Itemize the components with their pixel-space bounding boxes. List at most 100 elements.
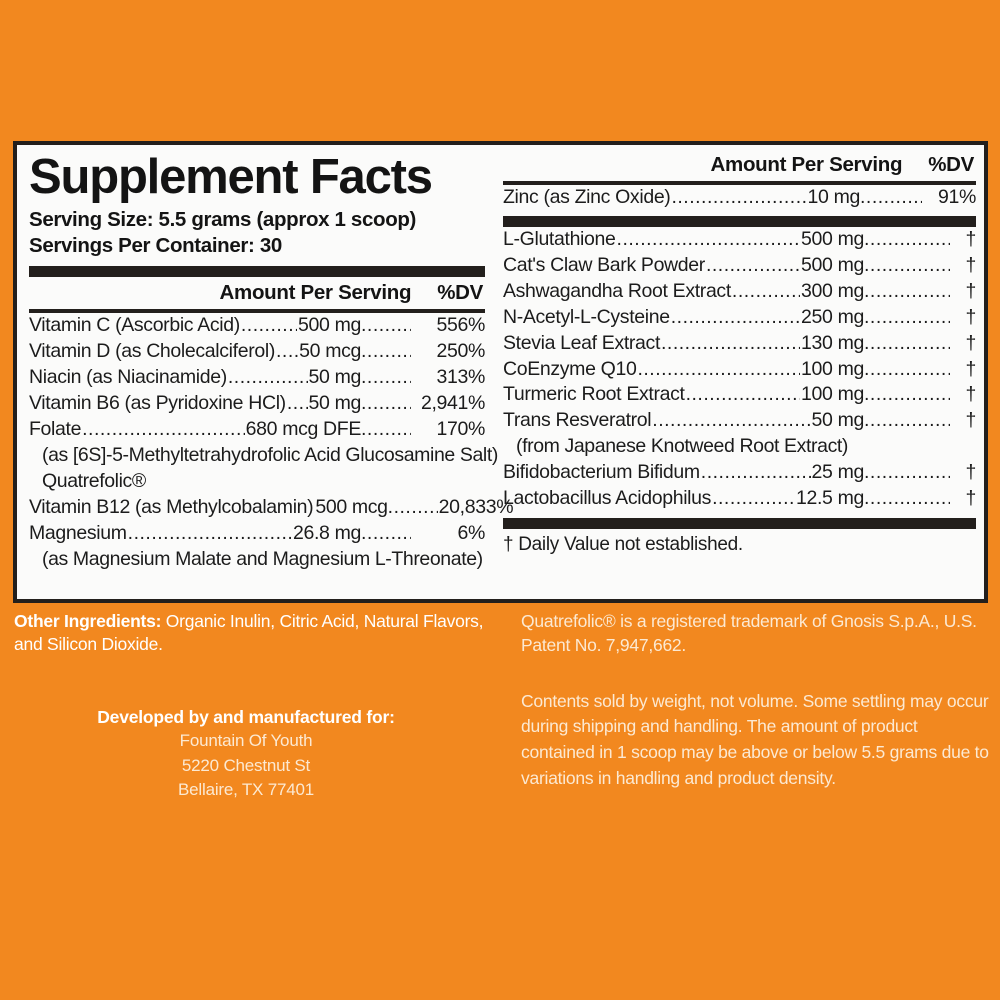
facts-right-column: Amount Per Serving %DV Zinc (as Zinc Oxi… bbox=[493, 151, 976, 595]
nutrient-row: Vitamin B6 (as Pyridoxine HCl)..........… bbox=[29, 391, 485, 417]
nutrient-subtext: Quatrefolic® bbox=[42, 469, 146, 492]
nutrient-name: L-Glutathione bbox=[503, 227, 616, 250]
nutrient-name: Folate bbox=[29, 418, 82, 441]
nutrient-row: Ashwagandha Root Extract................… bbox=[503, 279, 976, 305]
leader-dots-secondary: .............................. bbox=[864, 357, 950, 380]
other-ingredients: Other Ingredients: Organic Inulin, Citri… bbox=[14, 610, 506, 657]
leader-dots: ........................................… bbox=[670, 305, 801, 328]
nutrient-daily-value: 6% bbox=[457, 521, 486, 544]
nutrient-row: Bifidobacterium Bifidum.................… bbox=[503, 460, 976, 486]
leader-dots-secondary: .............................. bbox=[387, 495, 438, 518]
nutrient-row: CoEnzyme Q10............................… bbox=[503, 357, 976, 383]
left-header-dv: %DV bbox=[437, 281, 483, 305]
nutrient-subtext: (from Japanese Knotweed Root Extract) bbox=[516, 435, 849, 458]
leader-dots: ........................................… bbox=[671, 186, 806, 208]
daily-value-footnote: † Daily Value not established. bbox=[503, 534, 743, 556]
nutrient-row: Folate..................................… bbox=[29, 417, 485, 443]
leader-dots-secondary: .............................. bbox=[860, 186, 922, 208]
nutrient-daily-value: † bbox=[965, 253, 977, 276]
footer-right: Quatrefolic® is a registered trademark o… bbox=[512, 610, 1000, 810]
nutrient-daily-value: † bbox=[965, 331, 977, 354]
nutrient-amount: 250 mg bbox=[801, 305, 864, 328]
nutrient-name: Lactobacillus Acidophilus bbox=[503, 487, 712, 510]
nutrient-amount: 50 mcg bbox=[299, 340, 361, 363]
nutrient-daily-value: † bbox=[965, 487, 977, 510]
nutrient-amount: 680 mcg DFE bbox=[245, 418, 362, 441]
nutrient-daily-value: 250% bbox=[436, 340, 486, 363]
leader-dots: ........................................… bbox=[731, 279, 800, 302]
nutrient-subtext: (as Magnesium Malate and Magnesium L-Thr… bbox=[42, 547, 483, 570]
nutrient-daily-value: † bbox=[965, 357, 977, 380]
nutrient-name: Vitamin C (Ascorbic Acid) bbox=[29, 314, 240, 337]
contents-notice: Contents sold by weight, not volume. Som… bbox=[521, 690, 989, 788]
serving-size: Serving Size: 5.5 grams (approx 1 scoop) bbox=[29, 207, 417, 231]
nutrient-row: Trans Resveratrol.......................… bbox=[503, 408, 976, 434]
trademark-notice: Quatrefolic® is a registered trademark o… bbox=[521, 611, 977, 655]
nutrient-amount: 500 mcg bbox=[315, 495, 388, 518]
nutrient-daily-value: † bbox=[965, 305, 977, 328]
leader-dots-secondary: .............................. bbox=[361, 314, 411, 337]
left-column-header: Amount Per Serving %DV bbox=[25, 277, 485, 308]
nutrient-amount: 100 mg bbox=[801, 383, 864, 406]
leader-dots-secondary: .............................. bbox=[361, 366, 411, 389]
nutrient-name: Ashwagandha Root Extract bbox=[503, 279, 731, 302]
nutrient-name: Vitamin D (as Cholecalciferol) bbox=[29, 340, 275, 363]
footer-left: Other Ingredients: Organic Inulin, Citri… bbox=[0, 610, 512, 810]
right-bottom-bar bbox=[503, 518, 976, 530]
right-header-rule bbox=[503, 181, 976, 185]
leader-dots-secondary: .............................. bbox=[864, 383, 950, 406]
nutrient-amount: 10 mg bbox=[807, 186, 861, 208]
leader-dots: ........................................… bbox=[705, 253, 801, 276]
nutrient-amount: 50 mg bbox=[308, 392, 362, 415]
leader-dots-secondary: .............................. bbox=[361, 418, 411, 441]
nutrient-amount: 130 mg bbox=[801, 331, 864, 354]
nutrient-row: Cat's Claw Bark Powder..................… bbox=[503, 253, 976, 279]
leader-dots-secondary: .............................. bbox=[361, 521, 411, 544]
nutrient-row: N-Acetyl-L-Cysteine.....................… bbox=[503, 305, 976, 331]
leader-dots: ........................................… bbox=[82, 418, 245, 441]
nutrient-name: Zinc (as Zinc Oxide) bbox=[503, 186, 671, 208]
supplement-facts-panel: Supplement Facts Serving Size: 5.5 grams… bbox=[13, 141, 988, 603]
nutrient-daily-value: † bbox=[965, 461, 977, 484]
nutrient-daily-value: 2,941% bbox=[420, 392, 485, 415]
nutrient-row: Vitamin D (as Cholecalciferol)..........… bbox=[29, 339, 485, 365]
right-header-amount: Amount Per Serving bbox=[710, 153, 903, 176]
nutrient-name: Vitamin B12 (as Methylcobalamin) bbox=[29, 495, 314, 518]
leader-dots-secondary: .............................. bbox=[864, 461, 950, 484]
company-street: 5220 Chestnut St bbox=[181, 755, 311, 775]
nutrient-name: Cat's Claw Bark Powder bbox=[503, 253, 705, 276]
company-city-state: Bellaire, TX 77401 bbox=[178, 779, 314, 799]
right-column-header: Amount Per Serving %DV bbox=[503, 151, 976, 180]
nutrient-name: Niacin (as Niacinamide) bbox=[29, 366, 227, 389]
nutrient-daily-value: † bbox=[965, 383, 977, 406]
nutrient-name: N-Acetyl-L-Cysteine bbox=[503, 305, 670, 328]
nutrient-row: Niacin (as Niacinamide).................… bbox=[29, 365, 485, 391]
nutrient-amount: 25 mg bbox=[811, 461, 865, 484]
nutrient-name: Magnesium bbox=[29, 521, 127, 544]
leader-dots-secondary: .............................. bbox=[361, 340, 411, 363]
nutrient-amount: 26.8 mg bbox=[292, 521, 361, 544]
nutrient-amount: 500 mg bbox=[298, 314, 361, 337]
nutrient-amount: 12.5 mg bbox=[795, 487, 864, 510]
nutrient-daily-value: 313% bbox=[436, 366, 486, 389]
leader-dots: ........................................… bbox=[127, 521, 292, 544]
leader-dots: ........................................… bbox=[240, 314, 297, 337]
right-thick-bar bbox=[503, 215, 976, 227]
nutrient-row: Lactobacillus Acidophilus...............… bbox=[503, 486, 976, 512]
leader-dots: ........................................… bbox=[661, 331, 800, 354]
left-thick-bar bbox=[29, 266, 485, 278]
leader-dots: ........................................… bbox=[685, 383, 800, 406]
nutrient-amount: 300 mg bbox=[801, 279, 864, 302]
nutrient-row: Stevia Leaf Extract.....................… bbox=[503, 331, 976, 357]
nutrient-row: L-Glutathione...........................… bbox=[503, 227, 976, 253]
nutrient-daily-value: 91% bbox=[938, 186, 976, 208]
nutrient-name: CoEnzyme Q10 bbox=[503, 357, 637, 380]
nutrient-daily-value: 556% bbox=[436, 314, 486, 337]
nutrient-name: Turmeric Root Extract bbox=[503, 383, 685, 406]
right-mineral-rows: Zinc (as Zinc Oxide)....................… bbox=[503, 185, 976, 211]
nutrient-name: Trans Resveratrol bbox=[503, 409, 652, 432]
leader-dots: ........................................… bbox=[712, 487, 795, 510]
leader-dots: ........................................… bbox=[700, 461, 811, 484]
leader-dots-secondary: .............................. bbox=[864, 331, 950, 354]
nutrient-amount: 50 mg bbox=[308, 366, 362, 389]
